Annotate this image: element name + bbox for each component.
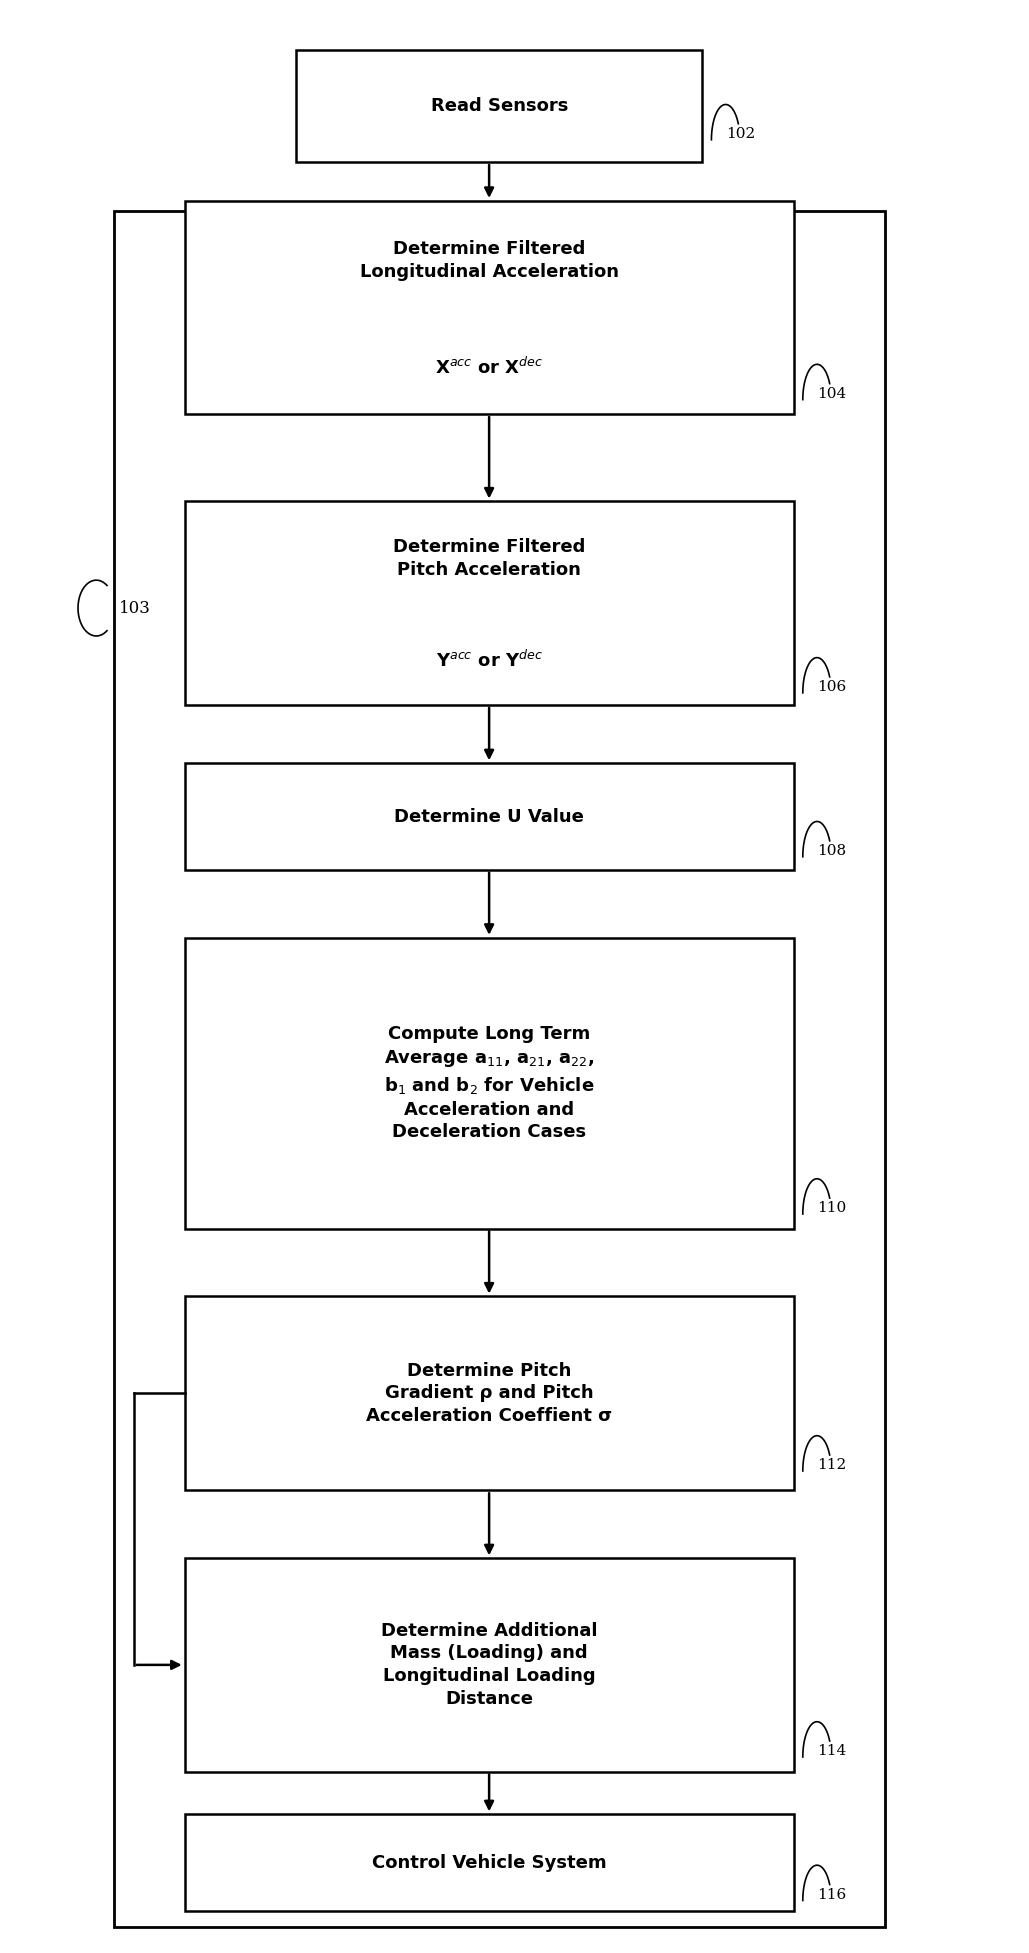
Text: 106: 106 (817, 680, 846, 693)
Text: 104: 104 (817, 387, 846, 400)
Text: X$^{acc}$ or X$^{dec}$: X$^{acc}$ or X$^{dec}$ (435, 357, 543, 377)
Bar (184, 502, 793, 705)
Text: Read Sensors: Read Sensors (430, 98, 568, 115)
Bar (184, 764, 793, 869)
Text: Y$^{acc}$ or Y$^{dec}$: Y$^{acc}$ or Y$^{dec}$ (435, 650, 542, 670)
Text: Determine Filtered
Longitudinal Acceleration: Determine Filtered Longitudinal Accelera… (359, 240, 618, 281)
Text: 103: 103 (118, 600, 150, 617)
Text: 114: 114 (817, 1744, 846, 1758)
Text: Control Vehicle System: Control Vehicle System (371, 1853, 606, 1871)
Bar (184, 201, 793, 414)
Bar (184, 1297, 793, 1490)
Bar (184, 1558, 793, 1771)
Text: 112: 112 (817, 1459, 846, 1473)
Bar (184, 937, 793, 1228)
Text: 102: 102 (725, 127, 755, 141)
Text: 110: 110 (817, 1201, 846, 1215)
Text: Determine U Value: Determine U Value (394, 807, 584, 826)
Text: Determine Additional
Mass (Loading) and
Longitudinal Loading
Distance: Determine Additional Mass (Loading) and … (381, 1621, 598, 1709)
Text: 108: 108 (817, 844, 846, 857)
Text: Determine Filtered
Pitch Acceleration: Determine Filtered Pitch Acceleration (393, 537, 586, 578)
Bar (184, 1814, 793, 1912)
Text: 116: 116 (817, 1889, 846, 1902)
Bar (296, 49, 703, 162)
Text: Determine Pitch
Gradient ρ and Pitch
Acceleration Coeffient σ: Determine Pitch Gradient ρ and Pitch Acc… (366, 1361, 612, 1426)
Text: Compute Long Term
Average a$_{11}$, a$_{21}$, a$_{22}$,
b$_{1}$ and b$_{2}$ for : Compute Long Term Average a$_{11}$, a$_{… (384, 1025, 595, 1141)
Bar (113, 211, 885, 1928)
